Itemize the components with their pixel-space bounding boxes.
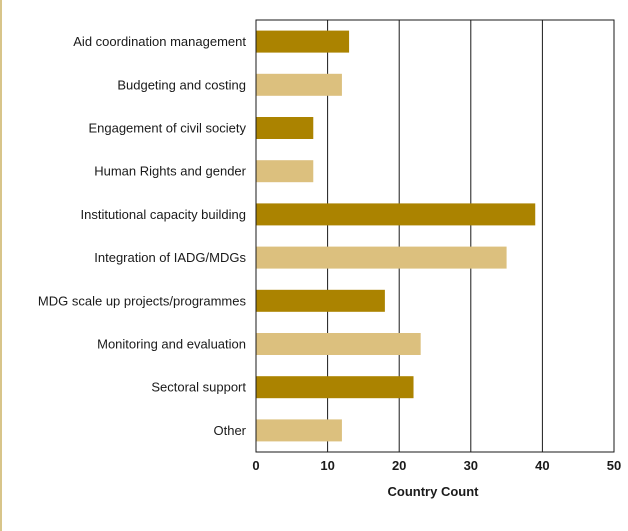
category-labels: Aid coordination management Budgeting and… <box>38 34 247 438</box>
category-label: Engagement of civil society <box>88 121 246 136</box>
bar <box>256 73 342 96</box>
x-tick-label: 30 <box>464 458 478 473</box>
bars <box>256 30 536 442</box>
category-label: Other <box>213 423 246 438</box>
bar <box>256 333 421 355</box>
category-label: Budgeting and costing <box>117 77 246 92</box>
category-label: Institutional capacity building <box>81 207 247 222</box>
x-tick-label: 50 <box>607 458 621 473</box>
bar <box>256 376 414 399</box>
bar <box>256 117 314 139</box>
category-label: Sectoral support <box>151 380 246 395</box>
x-tick-labels: 0 10 20 30 40 50 <box>252 458 621 473</box>
category-label: Human Rights and gender <box>94 164 246 179</box>
plot-border <box>255 19 615 453</box>
x-tick-label: 10 <box>320 458 334 473</box>
x-axis-title: Country Count <box>388 484 480 499</box>
bar <box>256 30 350 53</box>
bar <box>256 419 342 442</box>
bar <box>256 203 536 226</box>
category-label: MDG scale up projects/programmes <box>38 293 247 308</box>
x-tick-label: 40 <box>535 458 549 473</box>
category-label: Aid coordination management <box>73 34 246 49</box>
x-tick-label: 0 <box>252 458 259 473</box>
bar <box>256 289 385 312</box>
bar <box>256 246 507 269</box>
category-label: Monitoring and evaluation <box>97 337 246 352</box>
x-tick-label: 20 <box>392 458 406 473</box>
bar <box>256 160 314 183</box>
category-label: Integration of IADG/MDGs <box>94 250 246 265</box>
